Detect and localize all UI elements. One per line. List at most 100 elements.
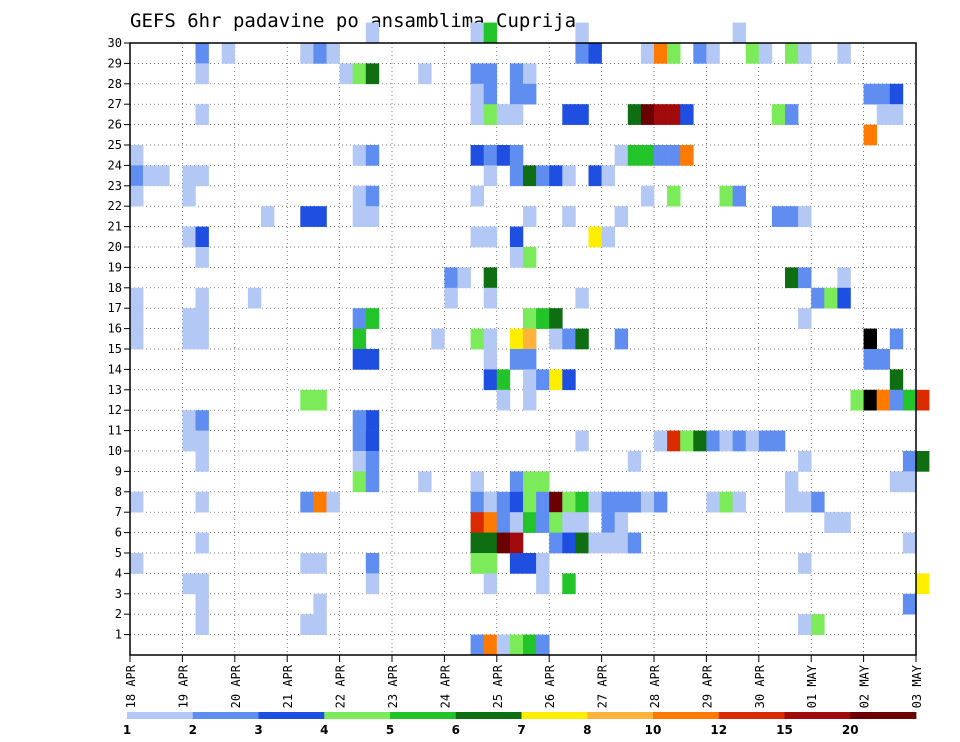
x-tick-label: 02 MAY <box>858 664 872 708</box>
heatmap-cell <box>863 349 877 370</box>
heatmap-cell <box>470 226 484 248</box>
heatmap-cell <box>470 328 484 350</box>
heatmap-cell <box>562 491 576 513</box>
y-tick-label: 19 <box>108 260 122 274</box>
colorbar-label: 4 <box>320 723 328 737</box>
heatmap-cell <box>352 206 367 227</box>
heatmap-cell <box>667 430 681 452</box>
heatmap-cell <box>483 22 498 44</box>
colorbar-swatch <box>850 712 917 719</box>
heatmap-cell <box>300 206 314 227</box>
heatmap-cell <box>798 451 812 472</box>
heatmap-cell <box>863 328 877 350</box>
heatmap-cell <box>785 267 799 289</box>
heatmap-cell <box>758 43 773 64</box>
heatmap-cell <box>523 328 537 350</box>
colorbar-label: 6 <box>452 723 460 737</box>
y-tick-label: 21 <box>108 220 122 234</box>
heatmap-cell <box>837 267 851 289</box>
heatmap-cell <box>719 430 733 452</box>
heatmap-cell <box>326 43 340 64</box>
heatmap-cell <box>523 83 537 105</box>
heatmap-cell <box>470 104 484 125</box>
heatmap-cell <box>365 185 380 207</box>
heatmap-cell <box>523 349 537 370</box>
heatmap-cell <box>719 185 733 207</box>
heatmap-cell <box>444 267 458 289</box>
y-tick-label: 24 <box>108 158 122 172</box>
heatmap-cell <box>509 226 524 248</box>
y-tick-label: 26 <box>108 118 122 132</box>
heatmap-cell <box>732 491 746 513</box>
heatmap-cell <box>509 512 524 533</box>
x-tick-label: 01 MAY <box>805 664 819 708</box>
heatmap-cell <box>365 22 380 44</box>
colorbar-swatch <box>192 712 259 719</box>
heatmap-cell <box>863 124 877 146</box>
colorbar-swatch <box>455 712 522 719</box>
heatmap-cell <box>470 553 484 574</box>
heatmap-cell <box>496 532 511 554</box>
heatmap-cell <box>850 389 864 411</box>
heatmap-cell <box>654 145 668 166</box>
heatmap-cell <box>470 83 484 105</box>
heatmap-cell <box>575 287 589 309</box>
heatmap-cell <box>876 389 891 411</box>
x-tick-label: 25 APR <box>491 664 505 708</box>
heatmap-cell <box>614 206 629 227</box>
y-tick-label: 14 <box>108 362 122 376</box>
heatmap-cell <box>509 165 524 187</box>
heatmap-cell <box>536 491 550 513</box>
heatmap-cell <box>523 512 537 533</box>
colorbar-label: 2 <box>189 723 197 737</box>
heatmap-cell <box>706 491 720 513</box>
heatmap-cell <box>523 471 537 493</box>
heatmap-cell <box>496 145 511 166</box>
heatmap-cell <box>549 165 563 187</box>
heatmap-cell <box>195 430 209 452</box>
heatmap-cell <box>509 532 524 554</box>
heatmap-cell <box>876 349 891 370</box>
y-tick-label: 3 <box>115 587 122 601</box>
heatmap-cell <box>483 491 498 513</box>
heatmap-cell <box>195 308 209 329</box>
heatmap-cell <box>221 43 236 64</box>
heatmap-cell <box>798 267 812 289</box>
y-tick-label: 30 <box>108 36 122 50</box>
heatmap-cell <box>195 328 209 350</box>
heatmap-cell <box>588 165 602 187</box>
heatmap-cell <box>130 553 144 574</box>
heatmap-cell <box>588 43 602 64</box>
heatmap-cell <box>706 430 720 452</box>
colorbar-swatch <box>521 712 588 719</box>
heatmap-cell <box>483 226 498 248</box>
x-tick-label: 23 APR <box>386 664 400 708</box>
y-tick-label: 22 <box>108 199 122 213</box>
colorbar-label: 5 <box>386 723 394 737</box>
heatmap-cell <box>365 451 380 472</box>
colorbar-label: 15 <box>776 723 793 737</box>
heatmap-cell <box>902 451 917 472</box>
heatmap-cell <box>182 226 196 248</box>
heatmap-cell <box>470 22 484 44</box>
heatmap-cell <box>798 308 812 329</box>
heatmap-cell <box>575 328 589 350</box>
colorbar-legend: 1 2 3 4 5 6 7 8 10 12 15 20 <box>123 712 917 737</box>
y-tick-label: 7 <box>115 505 122 519</box>
y-tick-label: 6 <box>115 526 122 540</box>
heatmap-cell <box>549 369 563 391</box>
heatmap-cell <box>182 328 196 350</box>
heatmap-cell <box>654 491 668 513</box>
heatmap-cell <box>483 634 498 656</box>
y-tick-label: 11 <box>108 424 122 438</box>
colorbar-swatch <box>390 712 457 719</box>
heatmap-cell <box>575 22 589 44</box>
heatmap-cell <box>182 430 196 452</box>
y-tick-label: 17 <box>108 301 122 315</box>
heatmap-cell <box>470 491 484 513</box>
heatmap-cell <box>562 512 576 533</box>
heatmap-cell <box>889 389 904 411</box>
heatmap-cell <box>798 553 812 574</box>
heatmap-cell <box>902 532 917 554</box>
